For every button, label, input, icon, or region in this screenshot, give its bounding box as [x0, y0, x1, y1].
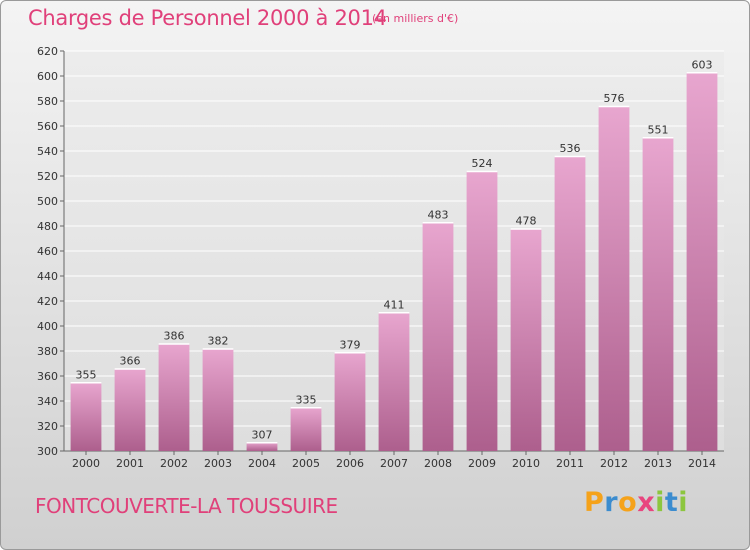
chart-title: Charges de Personnel 2000 à 2014: [28, 6, 387, 30]
bar: [642, 137, 674, 451]
y-tick-label: 620: [37, 45, 58, 58]
data-label: 379: [340, 338, 361, 351]
x-tick-label: 2011: [556, 457, 584, 470]
y-tick-label: 480: [37, 220, 58, 233]
data-label: 551: [648, 123, 669, 136]
y-tick-label: 600: [37, 70, 58, 83]
bar: [334, 352, 366, 451]
data-label: 355: [76, 368, 97, 381]
bar: [70, 382, 102, 451]
x-tick-label: 2006: [336, 457, 364, 470]
logo-letter: o: [618, 487, 638, 518]
x-tick-label: 2007: [380, 457, 408, 470]
x-tick-label: 2003: [204, 457, 232, 470]
x-tick-label: 2004: [248, 457, 276, 470]
y-tick-label: 460: [37, 245, 58, 258]
y-tick-label: 400: [37, 320, 58, 333]
data-label: 536: [560, 142, 581, 155]
y-tick-label: 360: [37, 370, 58, 383]
y-tick-label: 420: [37, 295, 58, 308]
x-tick-label: 2009: [468, 457, 496, 470]
x-tick-label: 2012: [600, 457, 628, 470]
bar: [158, 343, 190, 451]
bar: [290, 407, 322, 451]
x-tick-label: 2000: [72, 457, 100, 470]
y-tick-label: 380: [37, 345, 58, 358]
proxiti-logo: Proxiti: [584, 487, 688, 518]
y-tick-label: 300: [37, 445, 58, 458]
data-label: 576: [604, 92, 625, 105]
bar: [422, 222, 454, 451]
bar: [686, 72, 718, 451]
bar: [510, 228, 542, 451]
x-tick-label: 2001: [116, 457, 144, 470]
y-tick-label: 500: [37, 195, 58, 208]
data-label: 524: [472, 157, 493, 170]
logo-letter: P: [584, 487, 605, 518]
logo-letter: i: [678, 487, 689, 518]
bar: [378, 312, 410, 451]
data-label: 307: [252, 428, 273, 441]
data-label: 366: [120, 355, 141, 368]
bar: [202, 348, 234, 451]
bar: [598, 106, 630, 451]
data-label: 382: [208, 335, 229, 348]
data-label: 478: [516, 215, 537, 228]
y-tick-label: 440: [37, 270, 58, 283]
data-label: 603: [692, 58, 713, 71]
x-tick-label: 2002: [160, 457, 188, 470]
bar: [554, 156, 586, 451]
y-tick-label: 340: [37, 395, 58, 408]
chart-subtitle: (en milliers d'€): [372, 12, 459, 25]
x-tick-label: 2013: [644, 457, 672, 470]
bar: [466, 171, 498, 451]
logo-letter: r: [604, 487, 619, 518]
logo-letter: t: [664, 487, 679, 518]
data-label: 386: [164, 330, 185, 343]
x-tick-label: 2008: [424, 457, 452, 470]
commune-name: FONTCOUVERTE-LA TOUSSUIRE: [35, 494, 338, 518]
x-tick-label: 2014: [688, 457, 716, 470]
logo-letter: i: [655, 487, 665, 518]
bar: [246, 442, 278, 451]
y-tick-label: 320: [37, 420, 58, 433]
logo-letter: x: [637, 487, 656, 518]
bar: [114, 368, 146, 451]
data-label: 335: [296, 393, 317, 406]
data-label: 483: [428, 208, 449, 221]
y-tick-label: 520: [37, 170, 58, 183]
y-tick-label: 540: [37, 145, 58, 158]
x-tick-label: 2010: [512, 457, 540, 470]
data-label: 411: [384, 298, 405, 311]
y-tick-label: 560: [37, 120, 58, 133]
x-tick-label: 2005: [292, 457, 320, 470]
y-tick-label: 580: [37, 95, 58, 108]
